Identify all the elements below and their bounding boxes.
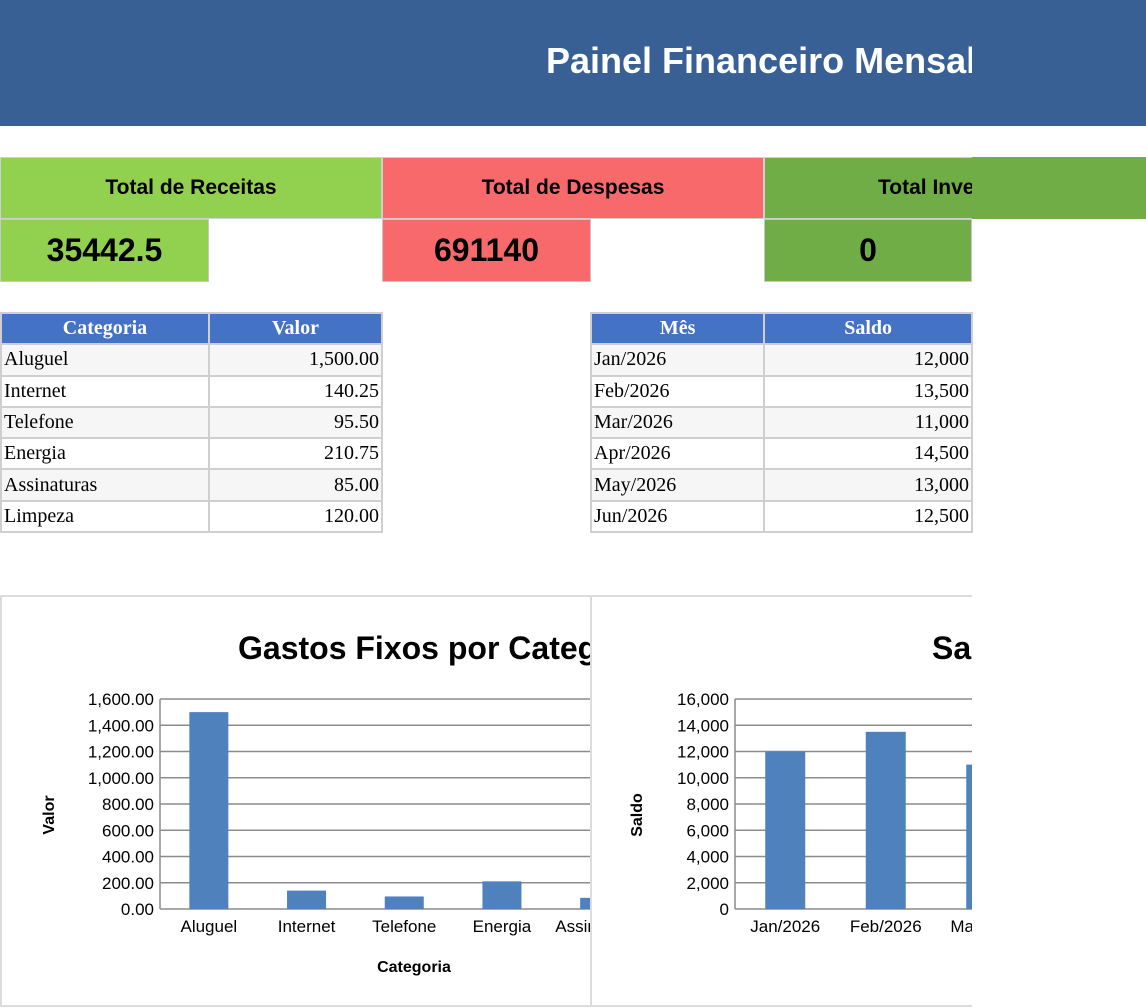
table-row: Feb/2026 13,500 xyxy=(589,374,973,408)
x-tick-label: Assinaturas xyxy=(555,917,594,936)
table-cell-label[interactable]: Assinaturas xyxy=(0,468,210,502)
y-tick-label: 200.00 xyxy=(102,874,154,893)
x-axis-title: Categoria xyxy=(377,959,451,976)
table-cell-label[interactable]: Internet xyxy=(0,374,210,408)
table-cell-value[interactable]: 140.25 xyxy=(207,374,384,408)
column-header-valor[interactable]: Valor xyxy=(207,311,384,346)
table-row: Jun/2026 12,500 xyxy=(589,499,973,534)
table-cell-value[interactable]: 85.00 xyxy=(207,468,384,502)
table-row: Limpeza 120.00 xyxy=(0,499,384,534)
y-tick-label: 1,600.00 xyxy=(88,690,154,709)
y-tick-label: 16,000 xyxy=(677,690,729,709)
table-cell-label[interactable]: Apr/2026 xyxy=(589,437,766,471)
bar-assinaturas xyxy=(580,897,594,909)
table-cell-value[interactable]: 14,500 xyxy=(763,437,973,471)
table-cell-value[interactable]: 95.50 xyxy=(207,405,384,440)
chart-title: Sal xyxy=(932,630,972,666)
table-row: Aluguel 1,500.00 xyxy=(0,343,384,377)
table-cell-label[interactable]: Feb/2026 xyxy=(589,374,766,408)
x-tick-label: Mar/2026 xyxy=(950,917,972,936)
y-tick-label: 10,000 xyxy=(677,769,729,788)
chart-gastos-fixos-svg: Gastos Fixos por Categoria 0.00 200.00 400.… xyxy=(41,630,594,976)
table-row: Telefone 95.50 xyxy=(0,405,384,440)
table-cell-label[interactable]: Limpeza xyxy=(0,499,210,534)
y-tick-label: 600.00 xyxy=(102,821,154,840)
table-row: Mar/2026 11,000 xyxy=(589,405,973,440)
bar-mar-2026 xyxy=(966,764,972,909)
page-title: Painel Financeiro Mensal xyxy=(546,40,972,81)
y-tick-label: 0 xyxy=(720,900,729,919)
table-row: Energia 210.75 xyxy=(0,437,384,471)
x-tick-label: Internet xyxy=(278,917,336,936)
dashboard-header xyxy=(0,0,1146,126)
y-tick-label: 1,400.00 xyxy=(88,716,154,735)
table-cell-value[interactable]: 13,500 xyxy=(763,374,973,408)
table-cell-value[interactable]: 1,500.00 xyxy=(207,343,384,377)
table-cell-value[interactable]: 120.00 xyxy=(207,499,384,534)
table-cell-label[interactable]: Energia xyxy=(0,437,210,471)
bar-feb-2026 xyxy=(865,731,906,909)
chart-title: Gastos Fixos por Categoria xyxy=(238,630,594,666)
column-header-saldo[interactable]: Saldo xyxy=(763,311,973,346)
balance-table: Mês Saldo Jan/2026 12,000 Feb/2026 13,500 Ma… xyxy=(589,311,973,534)
y-tick-label: 4,000 xyxy=(686,848,729,867)
table-cell-value[interactable]: 12,500 xyxy=(763,499,973,534)
table-row: May/2026 13,000 xyxy=(589,468,973,502)
x-tick-label: Telefone xyxy=(372,917,436,936)
table-cell-value[interactable]: 12,000 xyxy=(763,343,973,377)
kpi-investimentos-value: 0 xyxy=(764,219,972,282)
chart-saldo[interactable]: Sal 0 2,000 4,000 6,000 8,000 10,000 12,000 14,0… xyxy=(590,595,972,1007)
kpi-investimentos-text: Total Inve xyxy=(878,176,975,199)
x-tick-label: Energia xyxy=(473,917,532,936)
bar-aluguel xyxy=(189,712,229,909)
kpi-despesas-value: 691140 xyxy=(382,219,591,282)
y-tick-label: 6,000 xyxy=(686,821,729,840)
table-cell-label[interactable]: Aluguel xyxy=(0,343,210,377)
table-row: Apr/2026 14,500 xyxy=(589,437,973,471)
y-tick-label: 0.00 xyxy=(121,900,154,919)
kpi-receitas-value: 35442.5 xyxy=(0,219,209,282)
column-header-mes[interactable]: Mês xyxy=(589,311,766,346)
x-tick-label: Feb/2026 xyxy=(850,917,922,936)
bar-energia xyxy=(482,881,522,909)
y-tick-label: 400.00 xyxy=(102,848,154,867)
table-row: Assinaturas 85.00 xyxy=(0,468,384,502)
y-tick-label: 12,000 xyxy=(677,743,729,762)
chart-gastos-fixos[interactable]: Gastos Fixos por Categoria 0.00 200.00 400.… xyxy=(0,595,594,1007)
y-tick-label: 1,000.00 xyxy=(88,769,154,788)
y-axis-title: Valor xyxy=(41,795,58,834)
table-cell-label[interactable]: Telefone xyxy=(0,405,210,440)
table-cell-value[interactable]: 11,000 xyxy=(763,405,973,440)
y-tick-label: 14,000 xyxy=(677,716,729,735)
table-cell-label[interactable]: Mar/2026 xyxy=(589,405,766,440)
y-tick-label: 2,000 xyxy=(686,874,729,893)
table-row: Internet 140.25 xyxy=(0,374,384,408)
x-tick-label: Aluguel xyxy=(180,917,237,936)
table-cell-value[interactable]: 210.75 xyxy=(207,437,384,471)
column-header-categoria[interactable]: Categoria xyxy=(0,311,210,346)
kpi-receitas-label: Total de Receitas xyxy=(0,157,382,219)
table-cell-label[interactable]: Jan/2026 xyxy=(589,343,766,377)
table-cell-label[interactable]: May/2026 xyxy=(589,468,766,502)
bar-telefone xyxy=(384,896,424,909)
y-axis-title: Saldo xyxy=(629,793,646,837)
y-tick-label: 800.00 xyxy=(102,795,154,814)
y-tick-label: 1,200.00 xyxy=(88,743,154,762)
chart-saldo-svg: Sal 0 2,000 4,000 6,000 8,000 10,000 12,000 14,0… xyxy=(629,630,972,936)
expenses-table: Categoria Valor Aluguel 1,500.00 Internet 1… xyxy=(0,311,384,534)
table-cell-value[interactable]: 13,000 xyxy=(763,468,973,502)
x-tick-label: Jan/2026 xyxy=(750,917,820,936)
table-row: Jan/2026 12,000 xyxy=(589,343,973,377)
table-cell-label[interactable]: Jun/2026 xyxy=(589,499,766,534)
kpi-investimentos-overflow xyxy=(972,157,1146,219)
bar-jan-2026 xyxy=(765,751,806,909)
bar-internet xyxy=(287,890,327,909)
kpi-despesas-label: Total de Despesas xyxy=(382,157,764,219)
y-tick-label: 8,000 xyxy=(686,795,729,814)
